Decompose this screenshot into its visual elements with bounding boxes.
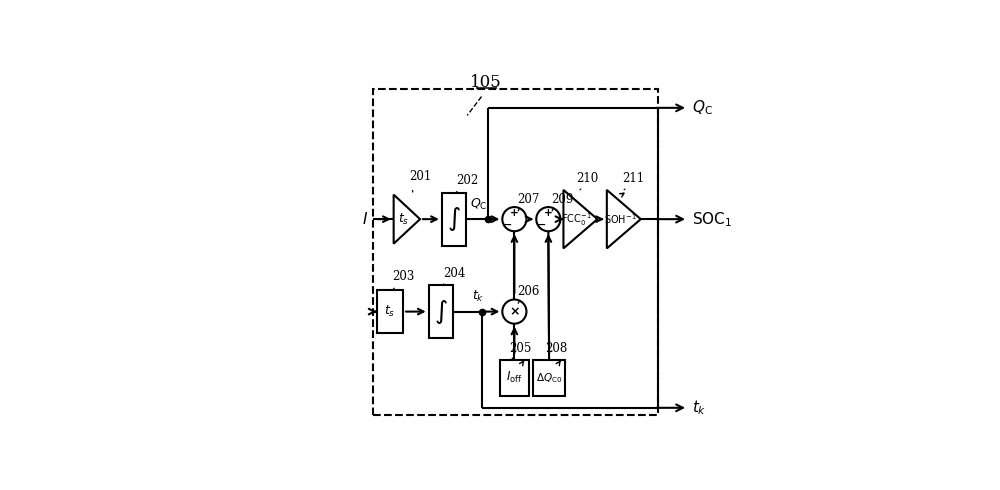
- Text: 206: 206: [517, 285, 540, 298]
- Bar: [373, 89, 658, 416]
- Text: 205: 205: [509, 342, 531, 355]
- Text: 201: 201: [409, 171, 431, 183]
- Text: 210: 210: [577, 172, 599, 185]
- Text: $Q_\mathrm{C}$: $Q_\mathrm{C}$: [692, 98, 713, 117]
- Text: ×: ×: [509, 305, 520, 318]
- Bar: [533, 360, 565, 395]
- Circle shape: [502, 299, 526, 324]
- Text: 204: 204: [443, 267, 465, 279]
- Text: 209: 209: [551, 193, 574, 206]
- Polygon shape: [607, 190, 641, 248]
- Text: $\mathrm{SOH}^{-1}$: $\mathrm{SOH}^{-1}$: [604, 212, 636, 226]
- Text: $\mathrm{SOC}_1$: $\mathrm{SOC}_1$: [692, 210, 732, 228]
- Bar: [429, 285, 453, 338]
- Text: −: −: [502, 220, 512, 230]
- Text: −: −: [536, 220, 546, 230]
- Text: $I_{\mathrm{off}}$: $I_{\mathrm{off}}$: [506, 370, 523, 385]
- Polygon shape: [394, 195, 420, 244]
- Text: 203: 203: [392, 270, 414, 283]
- Text: $t_s$: $t_s$: [384, 304, 396, 319]
- Text: $\int$: $\int$: [434, 297, 448, 325]
- Bar: [377, 290, 403, 333]
- Text: +: +: [544, 208, 553, 218]
- Text: +: +: [510, 208, 519, 218]
- Text: 208: 208: [545, 342, 568, 355]
- Text: $I$: $I$: [362, 211, 368, 227]
- Text: $\int$: $\int$: [447, 205, 461, 233]
- Circle shape: [502, 207, 526, 231]
- Text: $\Delta Q_{\mathrm{C0}}$: $\Delta Q_{\mathrm{C0}}$: [536, 371, 562, 385]
- Text: $Q_\mathrm{C}$: $Q_\mathrm{C}$: [470, 196, 487, 212]
- Bar: [442, 193, 466, 245]
- Text: $t_k$: $t_k$: [692, 398, 706, 417]
- Circle shape: [536, 207, 560, 231]
- Text: $t_s$: $t_s$: [398, 212, 409, 227]
- Text: 202: 202: [456, 174, 478, 187]
- Polygon shape: [563, 190, 597, 248]
- Bar: [500, 360, 529, 395]
- Text: 105: 105: [470, 74, 502, 91]
- Text: $\mathrm{FCC}_0^{-1}$: $\mathrm{FCC}_0^{-1}$: [561, 211, 592, 227]
- Text: $t_k$: $t_k$: [472, 289, 485, 304]
- Text: 211: 211: [622, 172, 644, 185]
- Text: 207: 207: [517, 193, 540, 206]
